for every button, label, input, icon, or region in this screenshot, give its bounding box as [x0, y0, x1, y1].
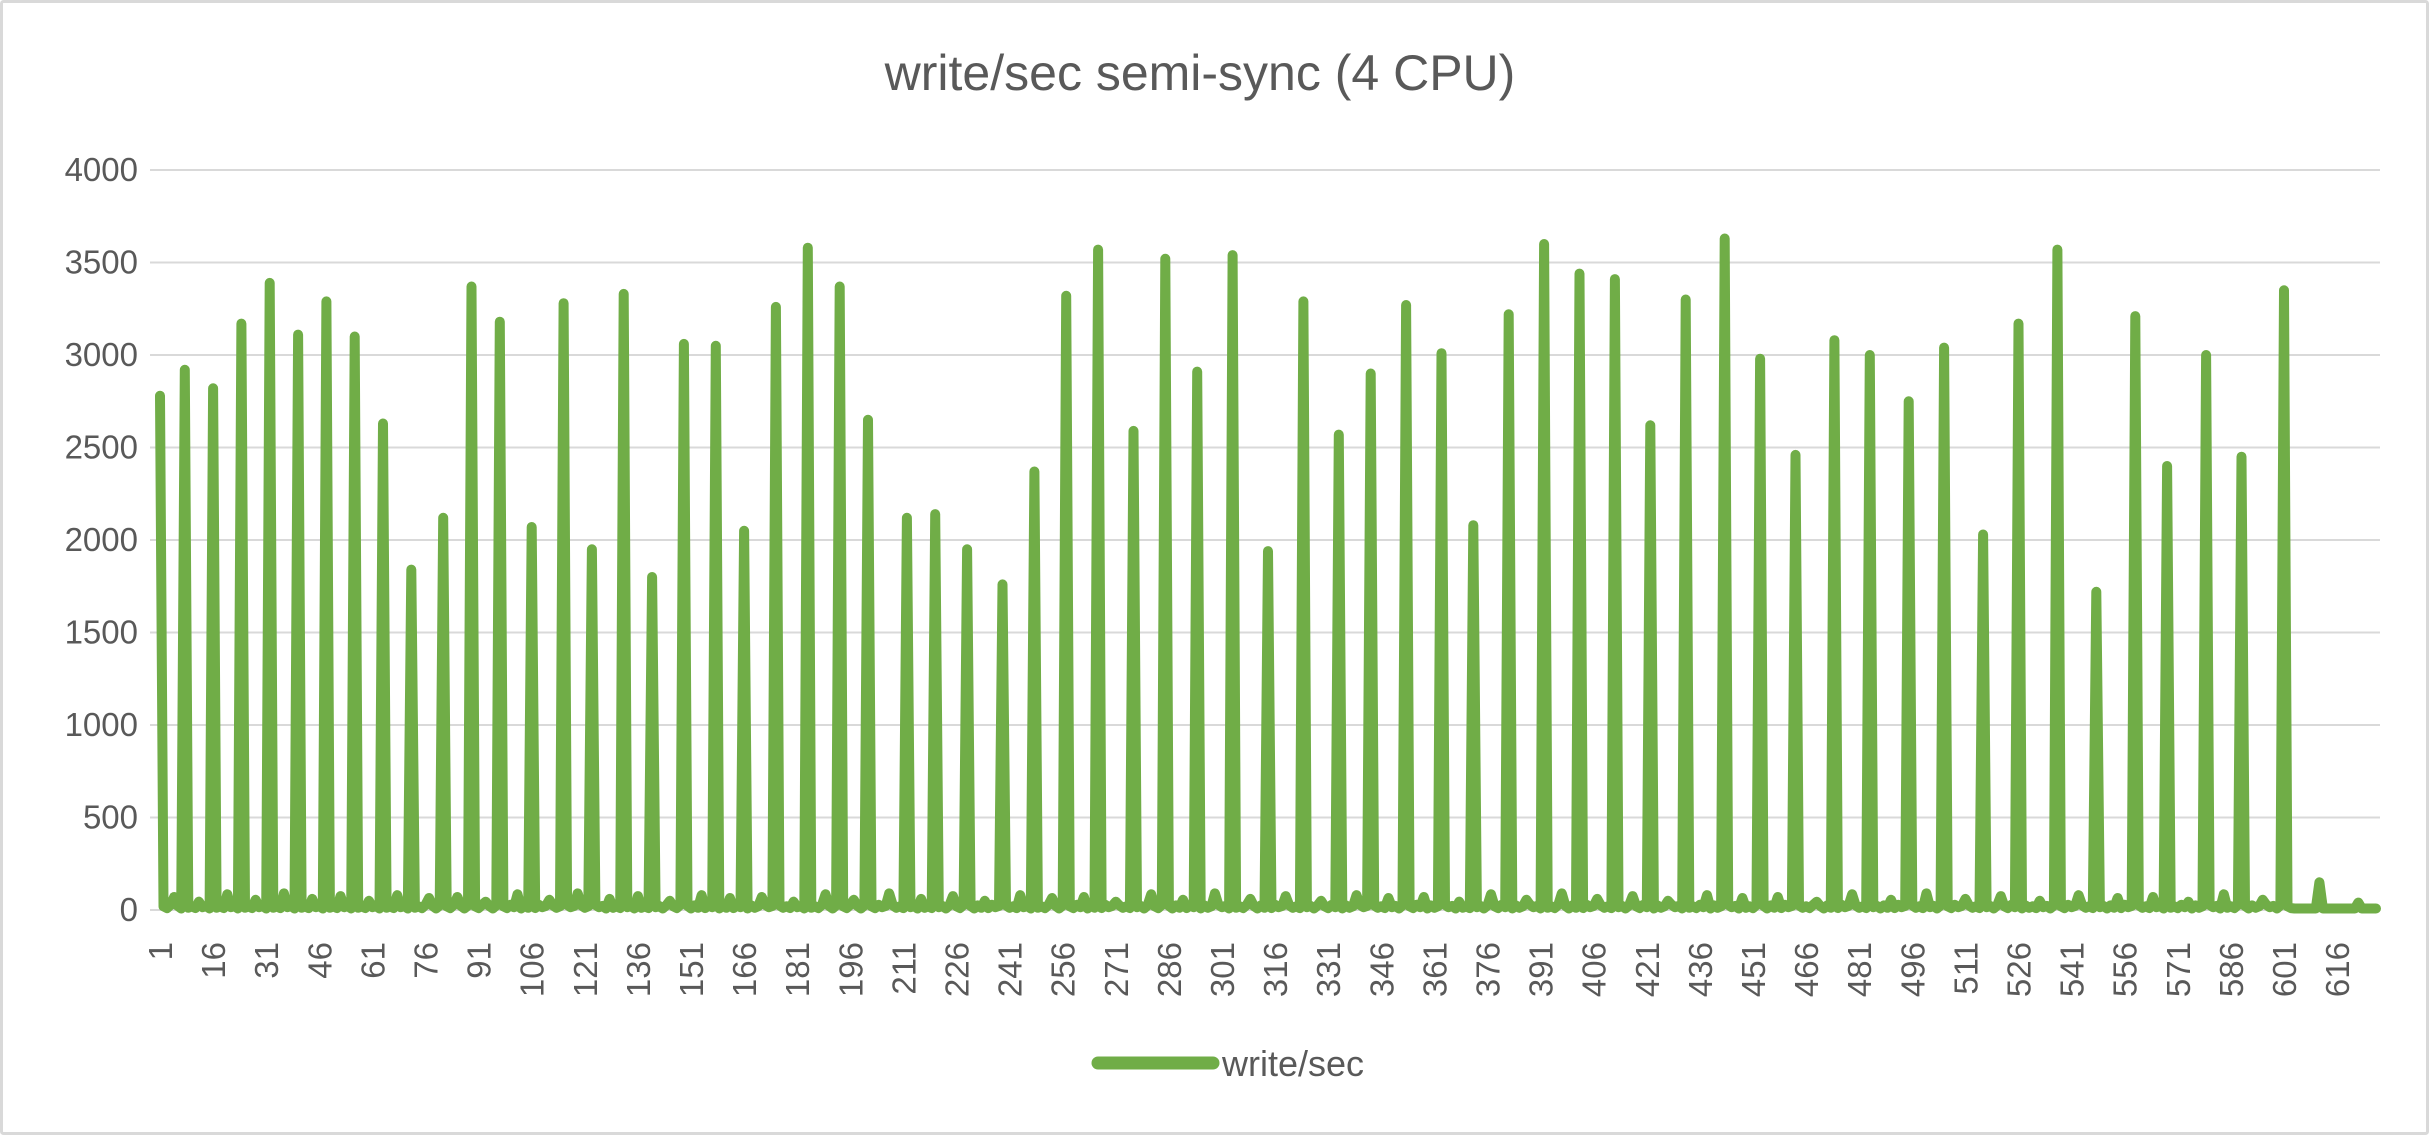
x-axis-label: 301 [1204, 942, 1241, 997]
x-axis-labels: 1 16 31 46 61 76 91 106 121 136 151 166 181 196 211 226… [142, 942, 2356, 997]
x-axis-label: 76 [407, 942, 444, 979]
x-axis-label: 496 [1894, 942, 1931, 997]
x-axis-label: 556 [2107, 942, 2144, 997]
y-axis-labels: 0 500 1000 1500 2000 2500 3000 3500 4000 [65, 151, 138, 928]
x-axis-label: 331 [1310, 942, 1347, 997]
y-axis-label: 2500 [65, 429, 138, 466]
y-axis-label: 2000 [65, 521, 138, 558]
x-axis-label: 316 [1257, 942, 1294, 997]
x-axis-label: 136 [620, 942, 657, 997]
y-axis-label: 3500 [65, 244, 138, 281]
x-axis-label: 151 [673, 942, 710, 997]
legend-label: write/sec [1221, 1043, 1364, 1084]
x-axis-label: 376 [1469, 942, 1506, 997]
x-axis-label: 241 [992, 942, 1029, 997]
x-axis-label: 196 [832, 942, 869, 997]
x-axis-label: 526 [2000, 942, 2037, 997]
x-axis-label: 61 [354, 942, 391, 979]
x-axis-label: 421 [1629, 942, 1666, 997]
x-axis-label: 586 [2213, 942, 2250, 997]
x-axis-label: 601 [2266, 942, 2303, 997]
x-axis-label: 406 [1576, 942, 1613, 997]
x-axis-label: 106 [514, 942, 551, 997]
x-axis-label: 121 [567, 942, 604, 997]
chart-title: write/sec semi-sync (4 CPU) [884, 45, 1516, 101]
x-axis-label: 481 [1841, 942, 1878, 997]
x-axis-label: 166 [726, 942, 763, 997]
x-axis-label: 346 [1363, 942, 1400, 997]
y-axis-label: 0 [120, 891, 138, 928]
x-axis-label: 91 [461, 942, 498, 979]
y-axis-label: 4000 [65, 151, 138, 188]
x-axis-label: 46 [301, 942, 338, 979]
x-axis-label: 451 [1735, 942, 1772, 997]
x-axis-label: 256 [1045, 942, 1082, 997]
legend: write/sec [1091, 1043, 1364, 1084]
x-axis-label: 286 [1151, 942, 1188, 997]
x-axis-label: 571 [2160, 942, 2197, 997]
x-axis-label: 31 [248, 942, 285, 979]
x-axis-label: 361 [1416, 942, 1453, 997]
y-axis-label: 500 [83, 799, 138, 836]
series-line-write-per-sec [155, 233, 2381, 914]
x-axis-label: 211 [885, 942, 922, 995]
y-axis-label: 1000 [65, 706, 138, 743]
x-axis-label: 436 [1682, 942, 1719, 997]
y-axis-label: 3000 [65, 336, 138, 373]
x-axis-label: 511 [1947, 942, 1984, 995]
x-axis-label: 541 [2054, 942, 2091, 997]
x-axis-label: 1 [142, 942, 179, 960]
x-axis-label: 226 [938, 942, 975, 997]
x-axis-label: 16 [195, 942, 232, 979]
x-axis-label: 616 [2319, 942, 2356, 997]
x-axis-label: 271 [1098, 942, 1135, 997]
y-axis-label: 1500 [65, 614, 138, 651]
x-axis-label: 391 [1523, 942, 1560, 997]
x-axis-label: 181 [779, 942, 816, 997]
x-axis-label: 466 [1788, 942, 1825, 997]
